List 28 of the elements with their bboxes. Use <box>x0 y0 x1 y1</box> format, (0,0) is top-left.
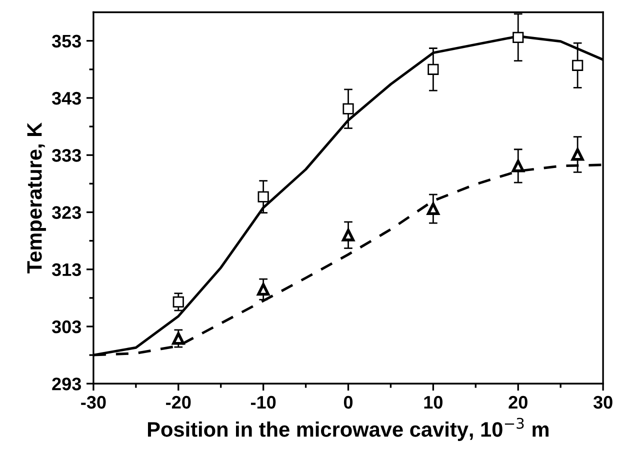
x-tick-label: -20 <box>166 396 191 409</box>
point <box>512 32 524 43</box>
point <box>512 160 524 172</box>
point <box>571 148 584 161</box>
y-tick-label: 293 <box>52 378 81 390</box>
y-tick-label: 303 <box>52 320 81 334</box>
point <box>572 60 584 71</box>
point <box>342 228 355 242</box>
point <box>342 103 354 114</box>
y-tick-label: 353 <box>52 34 81 48</box>
point <box>426 202 440 216</box>
x-tick-label: 20 <box>508 396 528 409</box>
point <box>428 64 439 75</box>
y-axis-title: Temperature, K <box>27 122 46 274</box>
x-tick-label: 10 <box>424 396 442 409</box>
x-tick-label: 30 <box>593 396 612 409</box>
point <box>258 191 269 202</box>
point <box>172 332 185 345</box>
y-tick-label: 333 <box>52 149 81 162</box>
x-axis-title: Position in the microwave cavity, 10$^{−3}$ m <box>148 418 548 441</box>
point <box>172 296 184 308</box>
y-tick-label: 323 <box>52 206 81 219</box>
x-tick-label: -30 <box>81 396 106 409</box>
y-tick-label: 313 <box>52 263 81 276</box>
y-tick-label: 343 <box>52 92 81 105</box>
x-tick-label: -10 <box>250 396 276 409</box>
point <box>257 283 270 296</box>
x-tick-label: 0 <box>344 396 353 409</box>
